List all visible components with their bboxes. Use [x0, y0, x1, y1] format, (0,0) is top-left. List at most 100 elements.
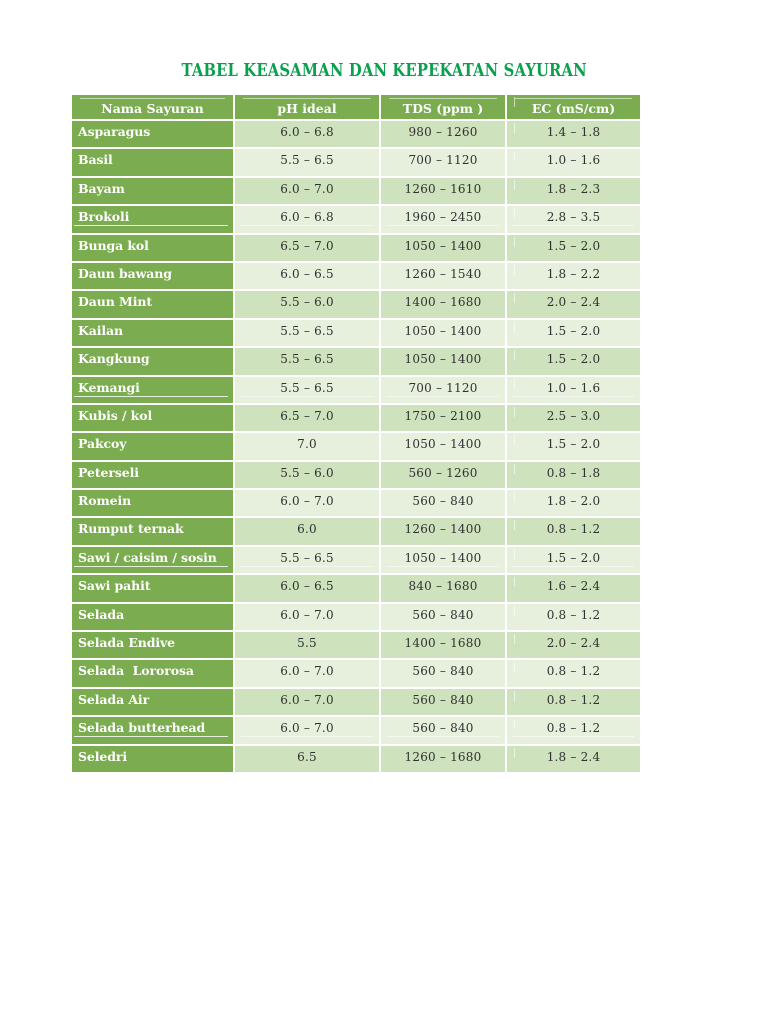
ph-value-cell: 6.5 – 7.0 [235, 404, 379, 432]
tds-value-cell: 560 – 840 [381, 603, 505, 631]
header-cell-1: pH ideal [235, 95, 379, 119]
vegetable-name-cell: Kemangi [72, 376, 233, 403]
tds-value-cell: 1750 – 2100 [381, 404, 505, 432]
ph-value-cell: 6.0 [235, 518, 379, 545]
ec-value-cell: 0.8 – 1.2 [507, 717, 640, 744]
ec-value-cell: 1.0 – 1.6 [507, 149, 640, 176]
tds-value-cell: 700 – 1120 [381, 376, 505, 403]
ph-value-cell: 5.5 – 6.0 [235, 461, 379, 489]
vegetable-name-cell: Kubis / kol [72, 404, 233, 432]
ec-value-cell: 2.8 – 3.5 [507, 206, 640, 233]
vegetable-name-cell: Kangkung [72, 348, 233, 375]
ph-value-cell: 6.5 – 7.0 [235, 234, 379, 261]
ph-value-cell: 5.5 [235, 632, 379, 659]
vegetable-name-cell: Bunga kol [72, 234, 233, 261]
vegetable-name-cell: Selada Air [72, 688, 233, 716]
vegetable-name-cell: Selada Lororosa [72, 660, 233, 687]
ec-value-cell: 1.6 – 2.4 [507, 575, 640, 602]
ec-value-cell: 1.4 – 1.8 [507, 121, 640, 148]
ph-value-cell: 6.0 – 6.5 [235, 575, 379, 602]
ph-value-cell: 7.0 [235, 433, 379, 460]
vegetable-table: Nama Sayuran pH ideal TDS (ppm ) EC (mS/cm)… [72, 95, 640, 772]
ec-value-cell: 0.8 – 1.2 [507, 518, 640, 545]
tds-value-cell: 560 – 840 [381, 717, 505, 744]
vegetable-name-cell: Kailan [72, 319, 233, 347]
ph-value-cell: 6.0 – 7.0 [235, 603, 379, 631]
ph-value-cell: 5.5 – 6.5 [235, 149, 379, 176]
ph-value-cell: 6.0 – 7.0 [235, 688, 379, 716]
vegetable-name-cell: Brokoli [72, 206, 233, 233]
vegetable-name-cell: Selada [72, 603, 233, 631]
tds-value-cell: 1260 – 1540 [381, 262, 505, 290]
vegetable-name-cell: Asparagus [72, 121, 233, 148]
ec-value-cell: 0.8 – 1.2 [507, 660, 640, 687]
ec-value-cell: 1.5 – 2.0 [507, 546, 640, 574]
ph-value-cell: 5.5 – 6.5 [235, 319, 379, 347]
tds-value-cell: 1260 – 1400 [381, 518, 505, 545]
ec-value-cell: 1.8 – 2.4 [507, 745, 640, 772]
tds-value-cell: 1050 – 1400 [381, 348, 505, 375]
ec-value-cell: 1.5 – 2.0 [507, 433, 640, 460]
vegetable-name-cell: Pakcoy [72, 433, 233, 460]
ph-value-cell: 6.0 – 7.0 [235, 490, 379, 517]
ph-value-cell: 5.5 – 6.5 [235, 546, 379, 574]
ph-value-cell: 5.5 – 6.5 [235, 376, 379, 403]
tds-value-cell: 1960 – 2450 [381, 206, 505, 233]
ec-value-cell: 2.5 – 3.0 [507, 404, 640, 432]
page-title: TABEL KEASAMAN DAN KEPEKATAN SAYURAN [181, 60, 587, 81]
tds-value-cell: 1050 – 1400 [381, 234, 505, 261]
ec-value-cell: 0.8 – 1.8 [507, 461, 640, 489]
tds-value-cell: 1400 – 1680 [381, 632, 505, 659]
ph-value-cell: 5.5 – 6.5 [235, 348, 379, 375]
tds-value-cell: 1400 – 1680 [381, 291, 505, 318]
ph-value-cell: 6.5 [235, 745, 379, 772]
vegetable-name-cell: Selada butterhead [72, 717, 233, 744]
vegetable-name-cell: Bayam [72, 177, 233, 205]
ph-value-cell: 6.0 – 7.0 [235, 660, 379, 687]
vegetable-name-cell: Daun Mint [72, 291, 233, 318]
ph-value-cell: 6.0 – 6.8 [235, 206, 379, 233]
vegetable-name-cell: Peterseli [72, 461, 233, 489]
page-title-row: TABEL KEASAMAN DAN KEPEKATAN SAYURAN [0, 60, 768, 81]
tds-value-cell: 560 – 840 [381, 660, 505, 687]
ph-value-cell: 6.0 – 6.5 [235, 262, 379, 290]
ec-value-cell: 0.8 – 1.2 [507, 603, 640, 631]
vegetable-name-cell: Basil [72, 149, 233, 176]
ec-value-cell: 0.8 – 1.2 [507, 688, 640, 716]
tds-value-cell: 560 – 840 [381, 688, 505, 716]
ec-value-cell: 1.8 – 2.0 [507, 490, 640, 517]
tds-value-cell: 980 – 1260 [381, 121, 505, 148]
ec-value-cell: 1.0 – 1.6 [507, 376, 640, 403]
tds-value-cell: 840 – 1680 [381, 575, 505, 602]
vegetable-name-cell: Sawi pahit [72, 575, 233, 602]
ec-value-cell: 1.5 – 2.0 [507, 348, 640, 375]
ec-value-cell: 1.8 – 2.2 [507, 262, 640, 290]
vegetable-name-cell: Selada Endive [72, 632, 233, 659]
ph-value-cell: 6.0 – 6.8 [235, 121, 379, 148]
vegetable-name-cell: Sawi / caisim / sosin [72, 546, 233, 574]
header-cell-3: EC (mS/cm) [507, 95, 640, 119]
ec-value-cell: 1.5 – 2.0 [507, 319, 640, 347]
ec-value-cell: 1.5 – 2.0 [507, 234, 640, 261]
vegetable-name-cell: Daun bawang [72, 262, 233, 290]
tds-value-cell: 1050 – 1400 [381, 319, 505, 347]
ec-value-cell: 1.8 – 2.3 [507, 177, 640, 205]
ph-value-cell: 6.0 – 7.0 [235, 717, 379, 744]
tds-value-cell: 700 – 1120 [381, 149, 505, 176]
tds-value-cell: 560 – 1260 [381, 461, 505, 489]
tds-value-cell: 1260 – 1680 [381, 745, 505, 772]
header-cell-0: Nama Sayuran [72, 95, 233, 119]
vegetable-name-cell: Romein [72, 490, 233, 517]
ph-value-cell: 5.5 – 6.0 [235, 291, 379, 318]
tds-value-cell: 1050 – 1400 [381, 546, 505, 574]
tds-value-cell: 1260 – 1610 [381, 177, 505, 205]
ec-value-cell: 2.0 – 2.4 [507, 632, 640, 659]
vegetable-name-cell: Seledri [72, 745, 233, 772]
header-cell-2: TDS (ppm ) [381, 95, 505, 119]
tds-value-cell: 560 – 840 [381, 490, 505, 517]
vegetable-name-cell: Rumput ternak [72, 518, 233, 545]
ec-value-cell: 2.0 – 2.4 [507, 291, 640, 318]
tds-value-cell: 1050 – 1400 [381, 433, 505, 460]
ph-value-cell: 6.0 – 7.0 [235, 177, 379, 205]
